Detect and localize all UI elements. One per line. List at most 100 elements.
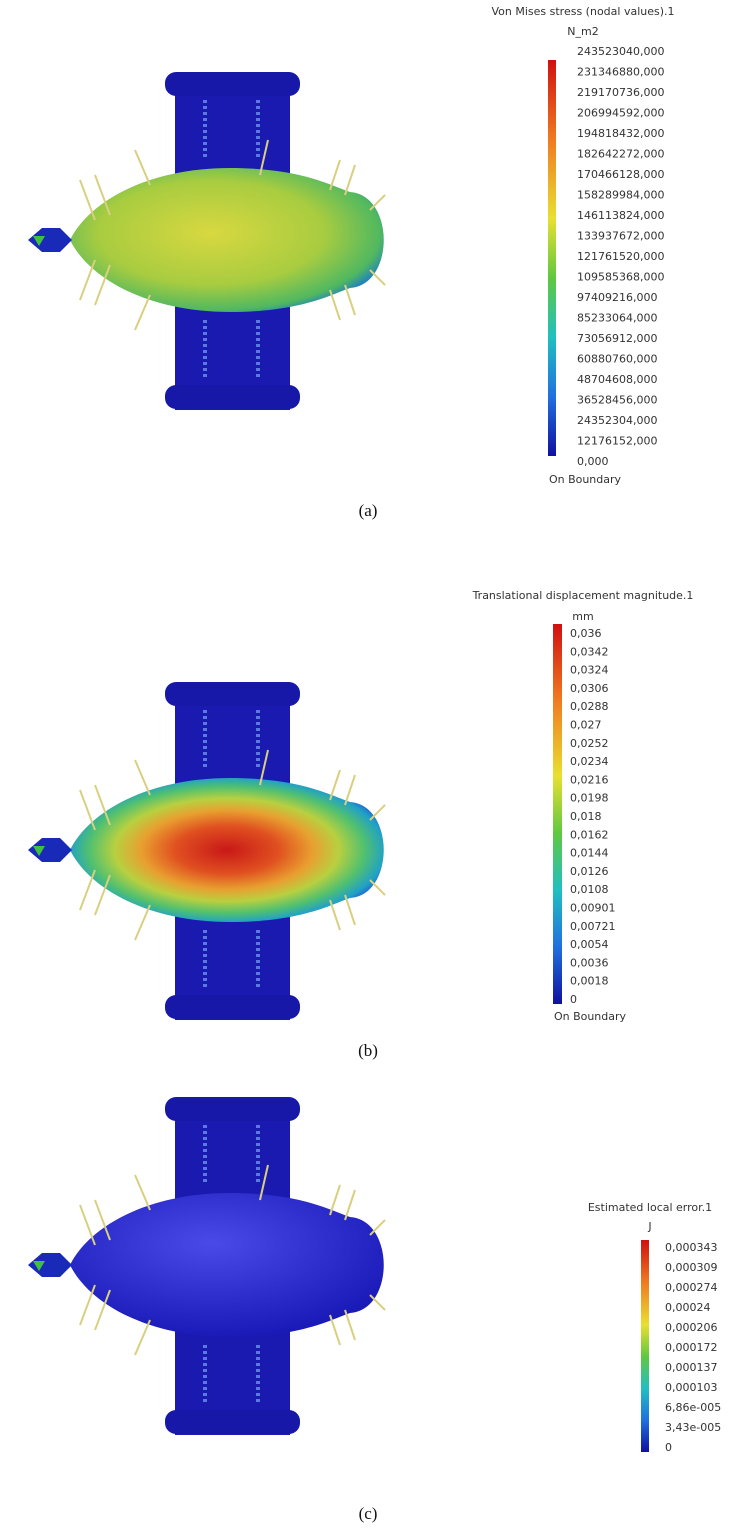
legend-unit: J [647,1220,651,1233]
legend-label: 0,0234 [570,755,609,768]
clamp-bottom [165,1410,300,1434]
load-arrow [135,760,150,795]
legend-label: 0,0324 [570,664,609,677]
legend-footer: On Boundary [549,473,622,486]
legend-footer: On Boundary [554,1010,627,1023]
legend-label: 0,0018 [570,975,609,988]
legend-label: 109585368,000 [577,271,664,284]
load-arrow [330,770,340,800]
load-arrow [135,1175,150,1210]
legend-label: 12176152,000 [577,435,657,448]
legend-label: 0,000309 [665,1261,718,1274]
legend-label: 158289984,000 [577,189,664,202]
load-arrow [345,1190,355,1220]
legend-label: 0,0162 [570,828,609,841]
balloon-body [70,168,384,312]
load-arrow [330,1315,340,1345]
caption: (a) [359,501,378,520]
load-arrow [370,270,385,285]
legend-label: 0,00901 [570,902,616,915]
legend-label: 182642272,000 [577,148,664,161]
clamp-top [165,682,300,706]
legend-unit: mm [572,610,593,623]
legend-label: 73056912,000 [577,332,657,345]
clamp-top [165,1097,300,1121]
legend-label: 0,000343 [665,1241,718,1254]
legend-title: Von Mises stress (nodal values).1 [491,5,674,18]
legend-label: 48704608,000 [577,373,657,386]
legend-label: 231346880,000 [577,66,664,79]
nozzle [28,838,72,862]
legend-label: 133937672,000 [577,230,664,243]
legend-label: 24352304,000 [577,414,657,427]
load-arrow [80,260,95,300]
legend-label: 36528456,000 [577,394,657,407]
balloon-body [70,778,384,922]
model-view [28,72,385,410]
load-arrow [370,195,385,210]
legend-label: 0,0216 [570,773,609,786]
legend-label: 60880760,000 [577,353,657,366]
model-view [28,682,385,1020]
clamp-bottom [165,385,300,409]
load-arrow [330,900,340,930]
legend-label: 6,86e-005 [665,1401,721,1414]
model-view [28,1097,385,1435]
color-bar [553,624,562,1004]
legend-label: 97409216,000 [577,291,657,304]
color-bar [548,60,556,456]
legend-label: 0,0126 [570,865,609,878]
load-arrow [345,285,355,315]
legend-label: 0,000172 [665,1341,718,1354]
load-arrow [330,160,340,190]
legend-label: 3,43e-005 [665,1421,721,1434]
caption: (b) [358,1041,378,1060]
legend-label: 0,0252 [570,737,609,750]
legend-label: 0,0144 [570,847,609,860]
color-bar [641,1240,649,1452]
balloon-body [70,1193,384,1337]
load-arrow [135,905,150,940]
nozzle [28,1253,72,1277]
clamp-top [165,72,300,96]
load-arrow [135,295,150,330]
load-arrow [135,150,150,185]
legend-label: 0,000206 [665,1321,718,1334]
load-arrow [80,1285,95,1325]
legend-label: 0,0054 [570,938,609,951]
legend-label: 170466128,000 [577,168,664,181]
legend-label: 0,00024 [665,1301,711,1314]
legend-label: 194818432,000 [577,127,664,140]
legend-label: 0,036 [570,627,602,640]
legend-label: 146113824,000 [577,209,664,222]
legend-label: 0,000137 [665,1361,718,1374]
legend-label: 0 [665,1441,672,1454]
nozzle [28,228,72,252]
legend-title: Estimated local error.1 [588,1201,712,1214]
load-arrow [80,790,95,830]
legend-label: 0,000 [577,455,609,468]
legend-label: 243523040,000 [577,45,664,58]
load-arrow [370,805,385,820]
load-arrow [330,1185,340,1215]
legend-label: 0,018 [570,810,602,823]
legend-label: 0,0036 [570,956,609,969]
legend-label: 219170736,000 [577,86,664,99]
legend-title: Translational displacement magnitude.1 [472,589,694,602]
load-arrow [80,1205,95,1245]
legend-label: 0,027 [570,719,602,732]
legend-label: 85233064,000 [577,312,657,325]
legend-label: 0,0108 [570,883,609,896]
legend-label: 0,000103 [665,1381,718,1394]
load-arrow [370,1220,385,1235]
figure: Von Mises stress (nodal values).1N_m2243… [0,0,736,1535]
legend-label: 0,0198 [570,792,609,805]
legend-label: 206994592,000 [577,107,664,120]
legend-label: 0,0288 [570,700,609,713]
legend-label: 0,0342 [570,645,609,658]
load-arrow [370,1295,385,1310]
legend-label: 0,00721 [570,920,616,933]
legend-label: 0,000274 [665,1281,718,1294]
load-arrow [135,1320,150,1355]
legend-label: 0,0306 [570,682,609,695]
